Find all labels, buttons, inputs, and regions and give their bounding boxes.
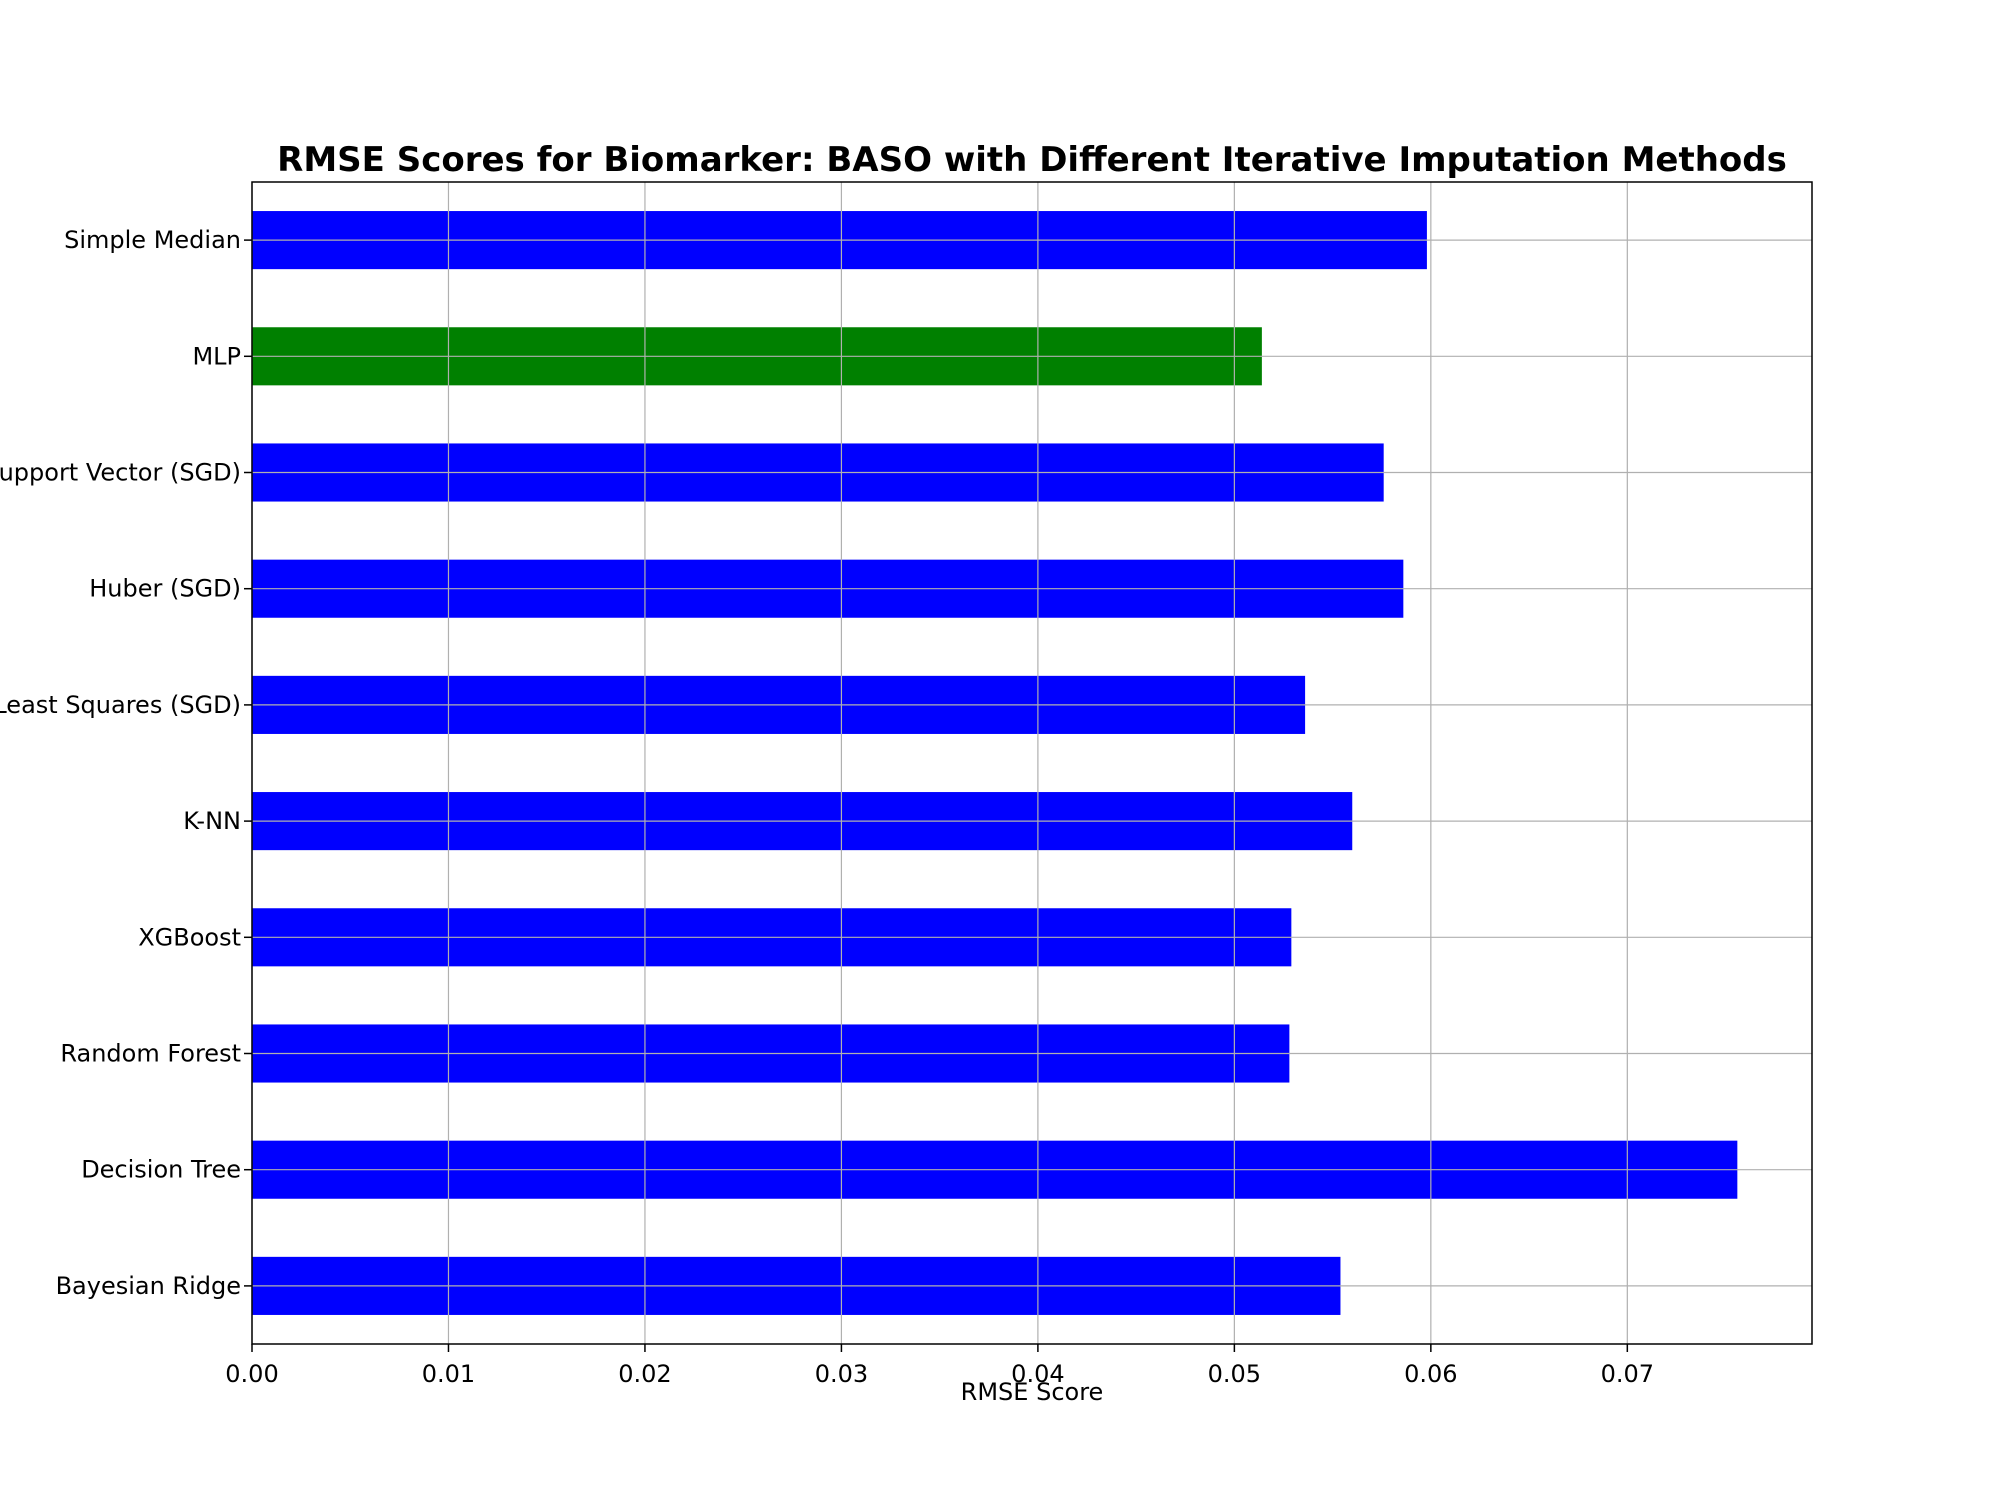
y-tick-label: Bayesian Ridge (56, 1272, 241, 1300)
y-tick-label: MLP (192, 342, 241, 370)
y-tick-label: Least Squares (SGD) (0, 691, 241, 719)
axes-layer: 0.00 0.01 0.02 0.03 0.04 0.05 0.06 0.07 Bayesian… (0, 181, 1813, 1388)
y-tick-label: Huber (SGD) (89, 575, 241, 603)
x-tick-label: 0.04 (1011, 1360, 1064, 1388)
plot-frame (251, 181, 1813, 1345)
x-tick-label: 0.00 (225, 1360, 278, 1388)
y-tick-label: Random Forest (60, 1040, 241, 1068)
y-tick-label: Decision Tree (81, 1156, 241, 1184)
y-tick-label: K-NN (183, 807, 241, 835)
chart-title: RMSE Scores for Biomarker: BASO with Dif… (277, 140, 1787, 180)
x-tick-label: 0.07 (1601, 1360, 1654, 1388)
x-tick-label: 0.05 (1208, 1360, 1261, 1388)
x-tick-label: 0.01 (422, 1360, 475, 1388)
x-axis-label: RMSE Score (961, 1378, 1104, 1406)
x-tick-label: 0.03 (815, 1360, 868, 1388)
y-tick-label: XGBoost (138, 923, 241, 951)
y-tick-label: Simple Median (64, 226, 241, 254)
x-tick-label: 0.06 (1404, 1360, 1457, 1388)
x-tick-label: 0.02 (618, 1360, 671, 1388)
grid-layer (251, 182, 1812, 1344)
y-tick-label: Support Vector (SGD) (0, 459, 241, 487)
